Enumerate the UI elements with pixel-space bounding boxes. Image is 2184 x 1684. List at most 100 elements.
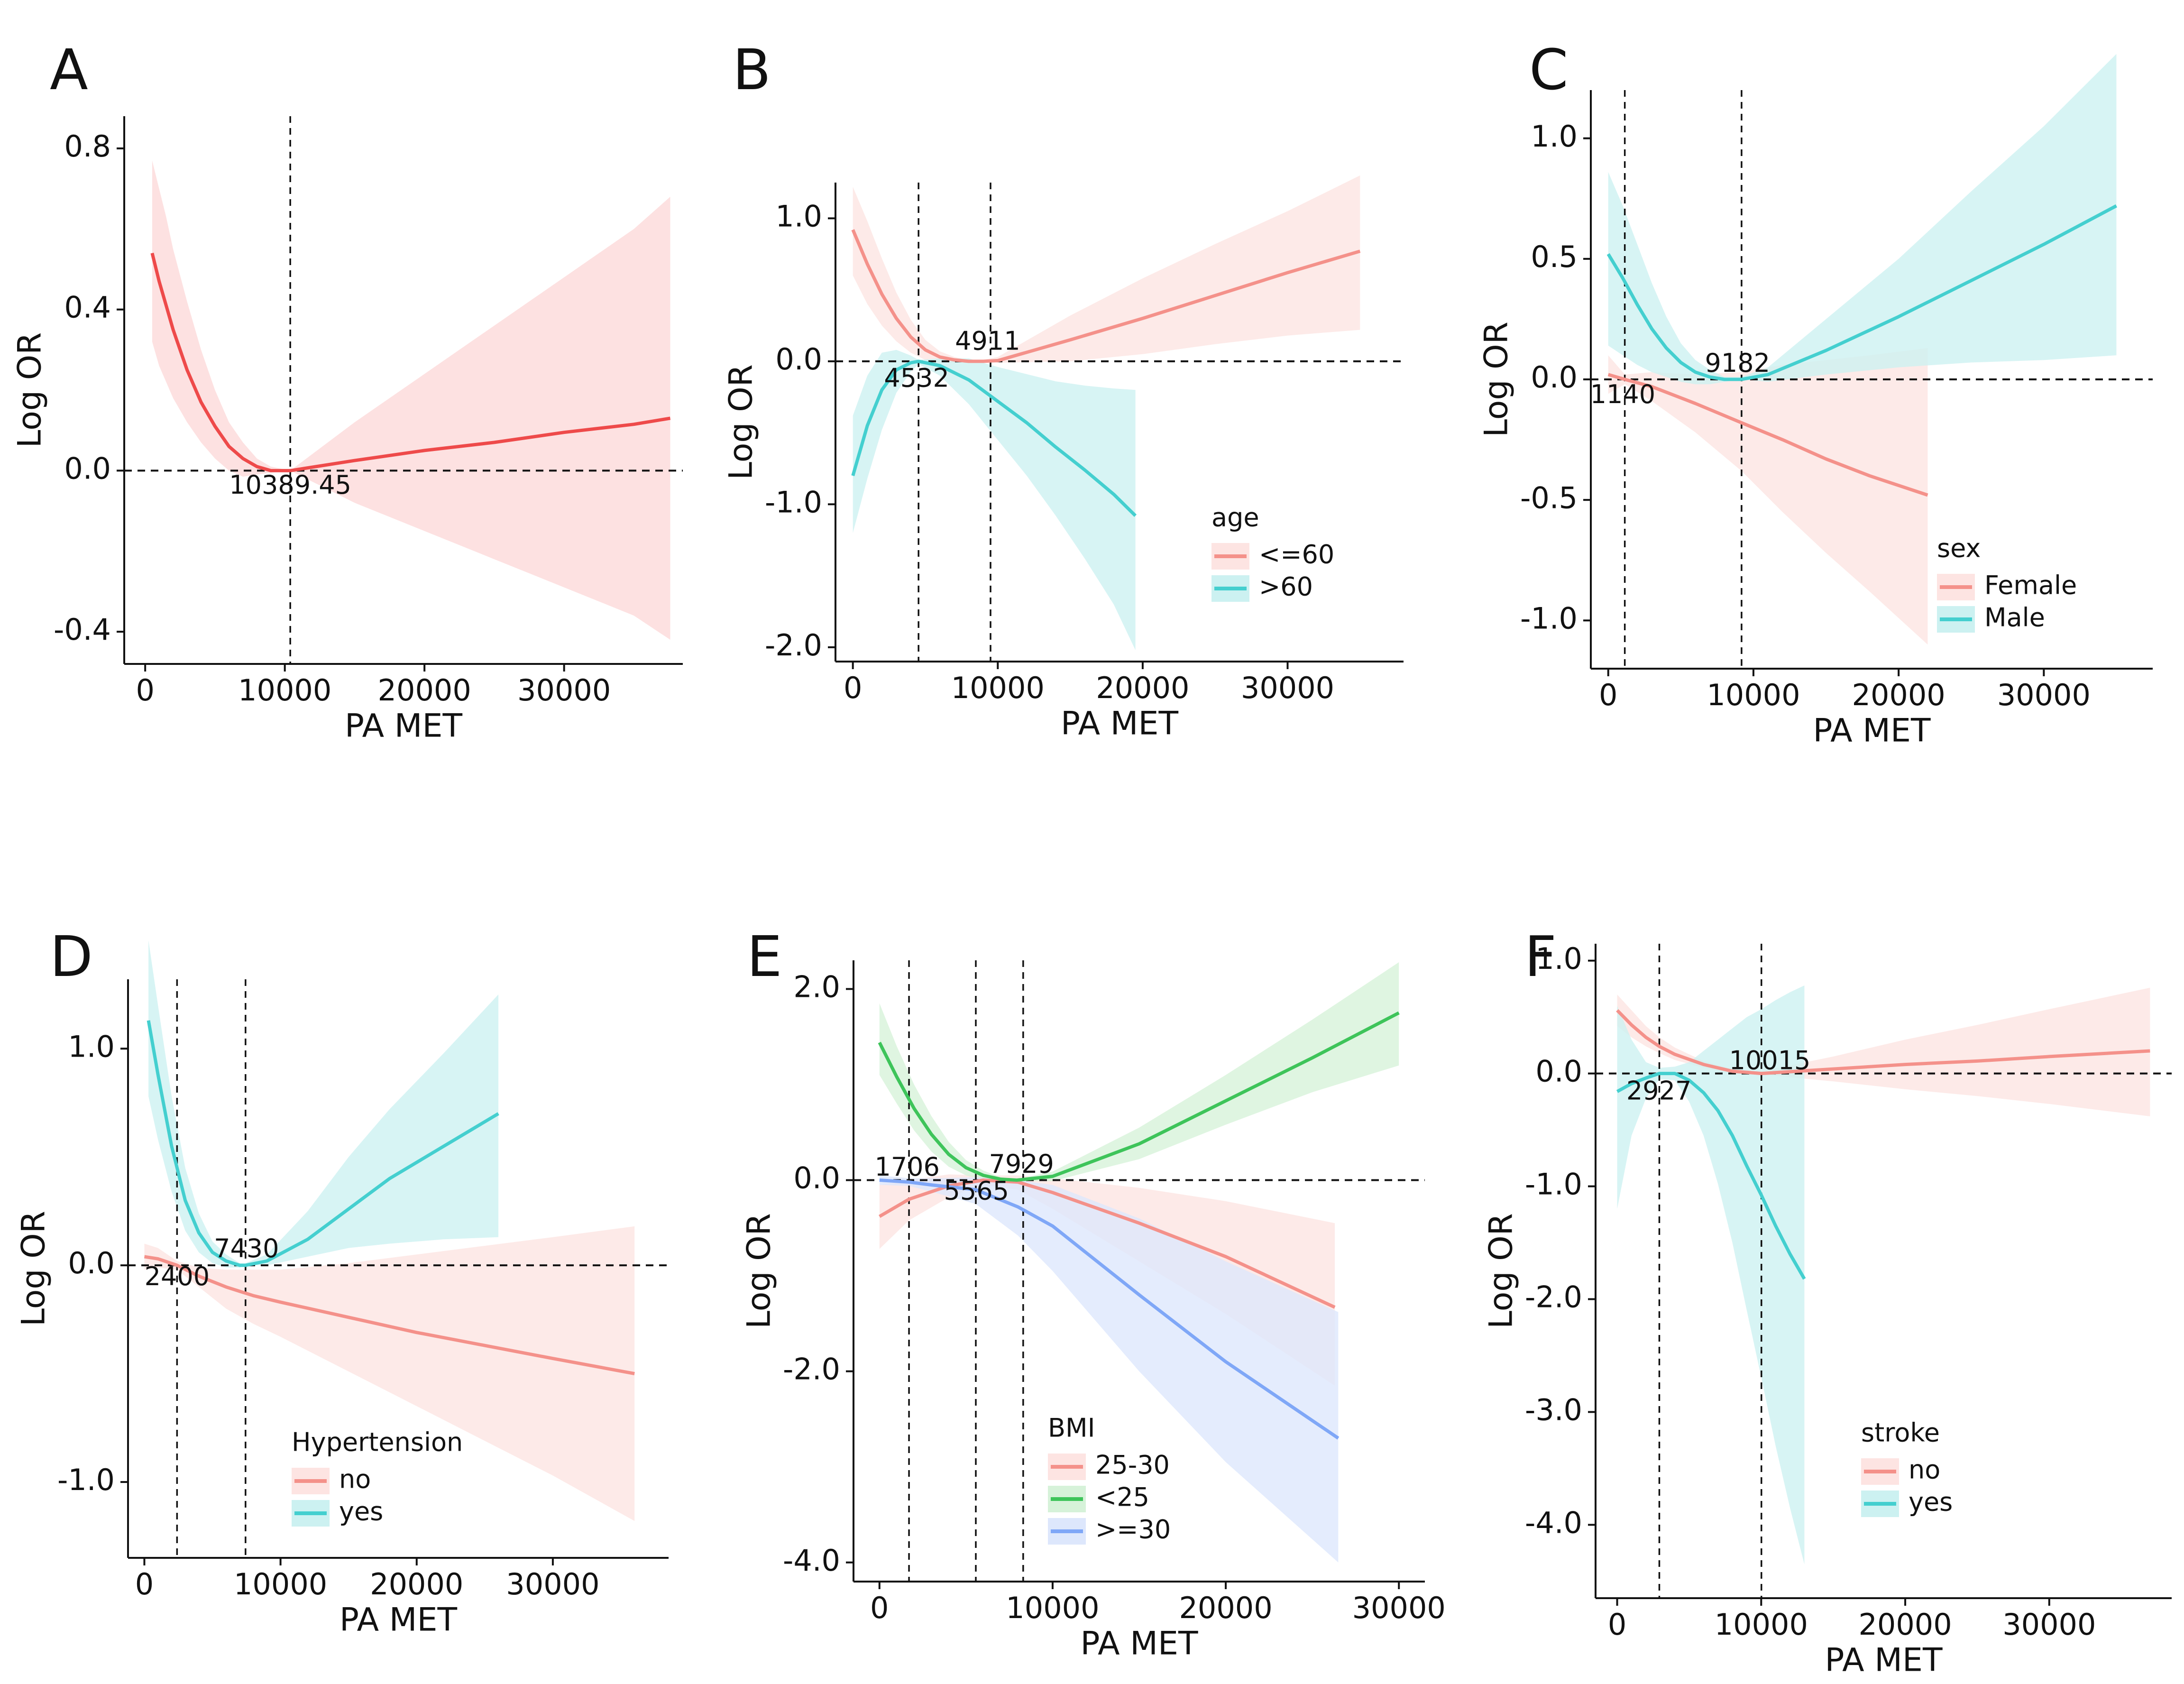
x-tick-label: 0 [844,671,862,705]
cutpoint-label: 7430 [214,1233,279,1263]
y-axis-title: Log OR [741,1213,778,1329]
cutpoint-label: 1706 [874,1152,939,1182]
x-tick-label: 0 [135,1567,154,1601]
x-tick-label: 10000 [234,1567,327,1601]
cutpoint-label: 9182 [1705,348,1770,378]
y-tick-label: 1.0 [1535,941,1582,976]
y-tick-label: 0.0 [1535,1054,1582,1089]
y-tick-label: -4.0 [1525,1505,1582,1540]
x-tick-label: 0 [136,673,154,708]
panel-letter: E [747,924,782,989]
legend-label-no: no [1909,1455,1940,1485]
legend-title: BMI [1048,1413,1095,1443]
cutpoint-label: 2927 [1626,1076,1691,1106]
x-tick-label: 20000 [378,673,471,708]
y-tick-label: 0.5 [1531,239,1578,274]
y-tick-label: 0.4 [64,290,111,325]
ci-band-yes [1617,985,1805,1564]
x-tick-label: 30000 [1241,671,1334,705]
x-axis-title: PA MET [1081,1625,1198,1663]
legend-title: sex [1937,534,1981,563]
ci-band-Female [1608,348,1928,645]
x-axis-title: PA MET [1813,712,1931,750]
cutpoint-label: 2400 [145,1261,210,1291]
x-tick-label: 10000 [1715,1607,1808,1642]
legend-label-no: no [339,1464,371,1494]
x-axis-title: PA MET [1825,1642,1943,1679]
series-line-25-30 [879,1178,1336,1309]
x-tick-label: 20000 [370,1567,463,1601]
y-tick-label: -1.0 [1520,601,1578,635]
cutpoint-label: 10015 [1729,1045,1811,1075]
ci-band-no [144,1226,635,1521]
y-axis-title: Log OR [15,1211,53,1326]
panel-letter: D [50,924,93,989]
x-tick-label: 0 [1599,678,1617,712]
x-tick-label: 30000 [1352,1591,1446,1625]
legend-title: Hypertension [292,1427,463,1457]
panel-letter: A [50,37,88,102]
series-line-<25 [878,1011,1400,1182]
x-axis-title: PA MET [345,708,462,745]
y-tick-label: -2.0 [1525,1280,1582,1315]
panel-letter: C [1529,37,1568,102]
series-line-overall [150,252,671,472]
y-axis-title: Log OR [11,332,49,448]
y-axis-title: Log OR [1478,322,1515,437]
y-tick-label: 0.0 [64,451,111,486]
y-tick-label: 2.0 [793,970,840,1004]
x-tick-label: 10000 [1006,1591,1099,1625]
x-tick-label: 30000 [2002,1607,2096,1642]
legend-label-Female: Female [1984,571,2077,600]
ci-band->=30 [879,1175,1339,1563]
cutpoint-label: 4911 [955,326,1020,356]
ci-band-yes [148,940,499,1268]
ci-band->60 [853,350,1136,650]
cutpoint-label: 4532 [884,363,949,393]
cutpoint-label: 5565 [944,1176,1009,1205]
panel-c: C 9182 1140 0 10000 20000 30000 -1.0 -0.5 0.0 0.5 1… [1478,37,2153,750]
y-tick-label: 0.8 [64,129,111,164]
legend-label-yes: yes [1909,1487,1953,1517]
x-tick-label: 30000 [506,1567,599,1601]
legend-label->60: >60 [1259,572,1313,602]
y-tick-label: 1.0 [68,1029,115,1064]
x-axis-title: PA MET [340,1601,457,1639]
cutpoint-label: 1140 [1590,379,1655,409]
x-axis-title: PA MET [1061,705,1178,743]
x-tick-label: 20000 [1858,1607,1952,1642]
y-tick-label: 0.0 [793,1161,840,1196]
ci-band-<=60 [853,175,1360,363]
series-line-Female [1607,373,1928,497]
legend: age<=60>60 [1211,503,1334,602]
panel-letter: B [733,37,771,102]
series-line->=30 [879,1178,1340,1440]
x-tick-label: 30000 [1997,678,2091,712]
ci-band-no [1617,987,2150,1116]
series-line-Male [1606,204,2118,381]
y-tick-label: 0.0 [68,1246,115,1280]
legend-label-25-30: 25-30 [1095,1450,1170,1480]
x-tick-label: 20000 [1179,1591,1272,1625]
y-tick-label: 1.0 [1531,119,1578,154]
ci-band-25-30 [879,1174,1335,1386]
x-tick-label: 20000 [1852,678,1945,712]
panel-a: A 10389.45 0 10000 20000 30000 -0.4 0.0 0.4 0.8 PA… [11,37,683,745]
y-tick-label: -1.0 [1525,1167,1582,1202]
y-axis-title: Log OR [723,364,760,480]
y-tick-label: -0.4 [54,612,111,647]
series-line->60 [851,359,1137,517]
legend-label-<25: <25 [1095,1482,1149,1512]
ci-band-overall [152,160,670,640]
y-axis-title: Log OR [1483,1213,1520,1329]
x-tick-label: 30000 [517,673,611,708]
ci-band-Male [1608,54,2117,385]
series-line-yes [147,1020,499,1267]
y-tick-label: -1.0 [765,485,822,519]
series-line-yes [1616,1072,1806,1280]
